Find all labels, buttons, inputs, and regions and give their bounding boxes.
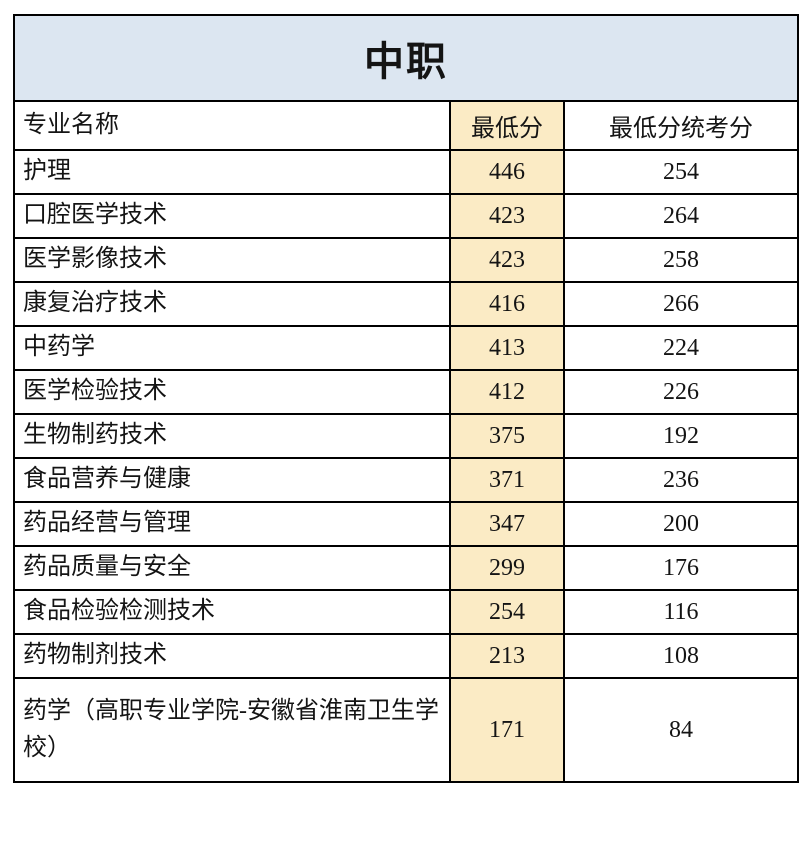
- min-score-cell: 171: [449, 677, 565, 783]
- min-unified-score-cell: 254: [563, 149, 799, 195]
- min-unified-score-cell: 226: [563, 369, 799, 415]
- min-unified-score-cell: 176: [563, 545, 799, 591]
- major-name-cell: 口腔医学技术: [13, 193, 451, 239]
- min-unified-score-cell: 108: [563, 633, 799, 679]
- major-name-cell: 中药学: [13, 325, 451, 371]
- min-score-cell: 412: [449, 369, 565, 415]
- table-row: 医学检验技术 412 226: [13, 369, 799, 415]
- min-score-cell: 254: [449, 589, 565, 635]
- major-name-cell: 食品营养与健康: [13, 457, 451, 503]
- min-score-cell: 446: [449, 149, 565, 195]
- major-name-cell: 医学检验技术: [13, 369, 451, 415]
- min-score-cell: 371: [449, 457, 565, 503]
- table-row: 药物制剂技术 213 108: [13, 633, 799, 679]
- table-row: 医学影像技术 423 258: [13, 237, 799, 283]
- major-name-cell: 食品检验检测技术: [13, 589, 451, 635]
- major-name-cell: 药学（高职专业学院-安徽省淮南卫生学校）: [13, 677, 451, 783]
- min-unified-score-cell: 258: [563, 237, 799, 283]
- score-table: 中职 专业名称 最低分 最低分统考分 护理 446 254 口腔医学技术 423 264 医…: [13, 14, 799, 783]
- col-header-major-name: 专业名称: [13, 100, 451, 151]
- table-row: 食品检验检测技术 254 116: [13, 589, 799, 635]
- major-name-cell: 药物制剂技术: [13, 633, 451, 679]
- table-row: 药品经营与管理 347 200: [13, 501, 799, 547]
- min-unified-score-cell: 116: [563, 589, 799, 635]
- table-title: 中职: [13, 14, 799, 102]
- major-name-cell: 生物制药技术: [13, 413, 451, 459]
- min-score-cell: 375: [449, 413, 565, 459]
- table-row: 康复治疗技术 416 266: [13, 281, 799, 327]
- major-name-cell: 药品经营与管理: [13, 501, 451, 547]
- min-unified-score-cell: 84: [563, 677, 799, 783]
- table-row: 中药学 413 224: [13, 325, 799, 371]
- major-name-cell: 护理: [13, 149, 451, 195]
- min-score-cell: 423: [449, 237, 565, 283]
- table-row: 药学（高职专业学院-安徽省淮南卫生学校） 171 84: [13, 677, 799, 783]
- col-header-min-score: 最低分: [449, 100, 565, 151]
- min-score-cell: 213: [449, 633, 565, 679]
- table-body: 护理 446 254 口腔医学技术 423 264 医学影像技术 423 258 康复治疗技术 41…: [13, 149, 799, 783]
- table-title-row: 中职: [13, 14, 799, 102]
- table-row: 护理 446 254: [13, 149, 799, 195]
- min-score-cell: 423: [449, 193, 565, 239]
- min-unified-score-cell: 200: [563, 501, 799, 547]
- min-score-cell: 299: [449, 545, 565, 591]
- min-score-cell: 413: [449, 325, 565, 371]
- col-header-min-unified-score: 最低分统考分: [563, 100, 799, 151]
- table-row: 食品营养与健康 371 236: [13, 457, 799, 503]
- min-unified-score-cell: 192: [563, 413, 799, 459]
- min-unified-score-cell: 264: [563, 193, 799, 239]
- min-unified-score-cell: 224: [563, 325, 799, 371]
- major-name-cell: 康复治疗技术: [13, 281, 451, 327]
- major-name-cell: 药品质量与安全: [13, 545, 451, 591]
- major-name-cell: 医学影像技术: [13, 237, 451, 283]
- table-row: 口腔医学技术 423 264: [13, 193, 799, 239]
- table-row: 药品质量与安全 299 176: [13, 545, 799, 591]
- min-unified-score-cell: 266: [563, 281, 799, 327]
- table-header-row: 专业名称 最低分 最低分统考分: [13, 100, 799, 151]
- min-score-cell: 347: [449, 501, 565, 547]
- table-row: 生物制药技术 375 192: [13, 413, 799, 459]
- min-unified-score-cell: 236: [563, 457, 799, 503]
- min-score-cell: 416: [449, 281, 565, 327]
